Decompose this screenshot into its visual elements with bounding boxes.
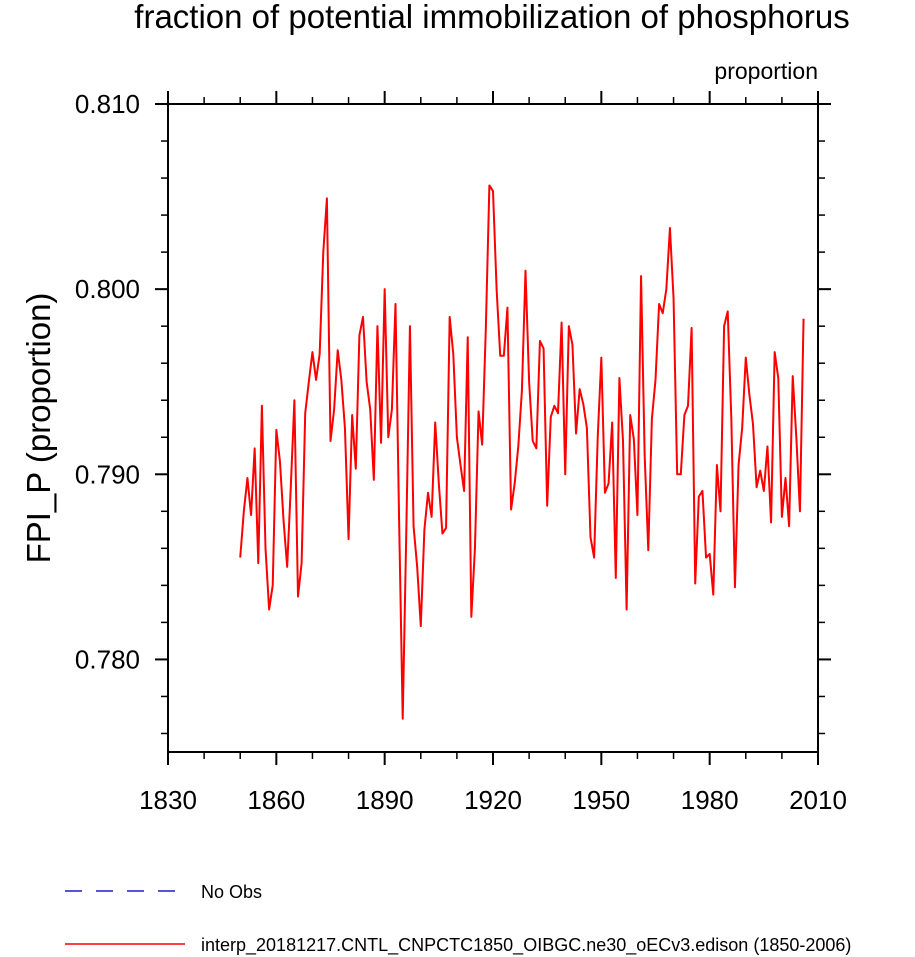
x-tick-label: 1830 [139,785,197,815]
x-tick-label: 1950 [572,785,630,815]
y-tick-label: 0.810 [75,89,140,119]
y-tick-label: 0.790 [75,459,140,489]
y-axis-label: FPI_P (proportion) [20,293,57,564]
x-tick-label: 1890 [356,785,414,815]
series-line [239,184,805,720]
legend-label: interp_20181217.CNTL_CNPCTC1850_OIBGC.ne… [201,935,851,956]
x-tick-label: 1860 [247,785,305,815]
y-tick-label: 0.800 [75,274,140,304]
y-axis: 0.780 0.790 0.800 0.810 [75,89,831,735]
series-layer [239,184,805,720]
x-tick-label: 2010 [789,785,847,815]
legend-label: No Obs [201,882,262,902]
y-tick-label: 0.780 [75,644,140,674]
x-tick-label: 1920 [464,785,522,815]
units-label: proportion [714,58,818,84]
legend: No Obs interp_20181217.CNTL_CNPCTC1850_OI… [65,882,851,956]
x-tick-label: 1980 [681,785,739,815]
chart-title: fraction of potential immobilization of … [134,0,849,35]
x-axis: 1830 1860 1890 1920 1950 1980 2010 [139,91,847,815]
